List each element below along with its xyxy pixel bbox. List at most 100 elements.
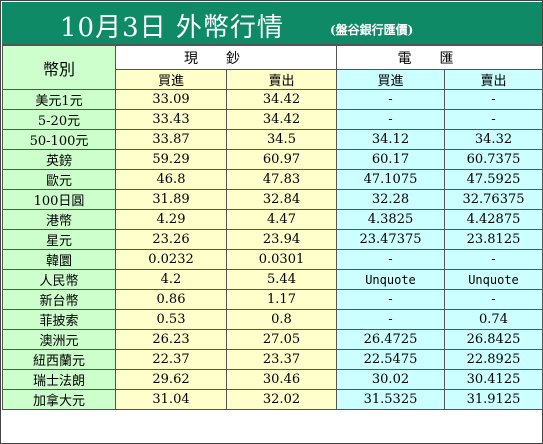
- currency-name-cell: 菲披索: [2, 309, 116, 330]
- spot-buy-cell: 31.5325: [336, 389, 445, 410]
- spot-sell-cell: 47.5925: [444, 169, 543, 190]
- cash-sell-header: 賣出: [226, 69, 337, 90]
- cash-buy-cell: 4.2: [115, 269, 227, 290]
- currency-name-cell: 美元1元: [2, 89, 116, 110]
- table-row: 韓圜 0.0232 0.0301- -: [2, 249, 543, 270]
- cash-sell-cell: 0.8: [226, 309, 337, 330]
- currency-name-cell: 港幣: [2, 209, 116, 230]
- cash-sell-cell: 34.42: [226, 109, 337, 130]
- spot-sell-cell: Unquote: [444, 269, 543, 290]
- currency-name-cell: 人民幣: [2, 269, 116, 290]
- currency-name-cell: 5-20元: [2, 109, 116, 130]
- spot-buy-cell: 32.28: [336, 189, 445, 210]
- page-subtitle: (盤谷銀行匯價): [330, 23, 414, 37]
- cash-buy-cell: 29.62: [115, 369, 227, 390]
- cash-buy-cell: 33.43: [115, 109, 227, 130]
- cash-buy-cell: 31.89: [115, 189, 227, 210]
- table-row: 加拿大元 31.04 32.02 31.5325 31.9125: [2, 389, 543, 410]
- spot-sell-cell: 4.42875: [444, 209, 543, 230]
- spot-buy-header: 買進: [336, 69, 445, 90]
- table-row: 英鎊 59.29 60.97 60.17 60.7375: [2, 149, 543, 170]
- spot-sell-cell: -: [444, 289, 543, 310]
- table-row: 歐元 46.8 47.83 47.1075 47.5925: [2, 169, 543, 190]
- currency-name-cell: 加拿大元: [2, 389, 116, 410]
- cash-sell-cell: 47.83: [226, 169, 337, 190]
- cash-group-header: 現鈔: [115, 45, 337, 70]
- table-row: 澳洲元 26.23 27.05 26.4725 26.8425: [2, 329, 543, 350]
- table-row: 星元 23.26 23.94 23.47375 23.8125: [2, 229, 543, 250]
- spot-buy-cell: -: [336, 309, 445, 330]
- title-bar: 10月3日 外幣行情 (盤谷銀行匯價): [2, 2, 542, 45]
- currency-name-cell: 50-100元: [2, 129, 116, 150]
- spot-sell-cell: 32.76375: [444, 189, 543, 210]
- spot-buy-cell: 4.3825: [336, 209, 445, 230]
- table-row: 5-20元 33.43 34.42- -: [2, 109, 543, 130]
- spot-sell-cell: -: [444, 249, 543, 270]
- cash-buy-cell: 26.23: [115, 329, 227, 350]
- currency-name-cell: 100日圓: [2, 189, 116, 210]
- rate-table-body: 美元1元 33.09 34.42- -5-20元 33.43 34.42- -50-100元…: [2, 89, 543, 410]
- cash-buy-cell: 0.53: [115, 309, 227, 330]
- table-row: 100日圓 31.89 32.84 32.28 32.76375: [2, 189, 543, 210]
- cash-sell-cell: 30.46: [226, 369, 337, 390]
- currency-name-cell: 澳洲元: [2, 329, 116, 350]
- cash-sell-cell: 4.47: [226, 209, 337, 230]
- spot-buy-cell: -: [336, 109, 445, 130]
- spot-buy-cell: -: [336, 89, 445, 110]
- cash-buy-cell: 22.37: [115, 349, 227, 370]
- spot-buy-cell: 34.12: [336, 129, 445, 150]
- header-row-sub: 買進 賣出 買進 賣出: [3, 69, 543, 90]
- cash-sell-cell: 60.97: [226, 149, 337, 170]
- spot-sell-header: 賣出: [444, 69, 543, 90]
- cash-sell-cell: 1.17: [226, 289, 337, 310]
- cash-buy-cell: 46.8: [115, 169, 227, 190]
- table-row: 菲披索 0.53 0.8-0.74: [2, 309, 543, 330]
- spot-sell-cell: 26.8425: [444, 329, 543, 350]
- spot-sell-cell: -: [444, 109, 543, 130]
- spot-buy-cell: 22.5475: [336, 349, 445, 370]
- cash-sell-cell: 32.02: [226, 389, 337, 410]
- currency-column-header: 幣別: [2, 45, 116, 90]
- cash-buy-cell: 31.04: [115, 389, 227, 410]
- spot-buy-cell: -: [336, 289, 445, 310]
- cash-buy-header: 買進: [115, 69, 227, 90]
- spot-buy-cell: 26.4725: [336, 329, 445, 350]
- spot-buy-cell: -: [336, 249, 445, 270]
- currency-name-cell: 瑞士法朗: [2, 369, 116, 390]
- cash-sell-cell: 27.05: [226, 329, 337, 350]
- spot-buy-cell: 30.02: [336, 369, 445, 390]
- spot-buy-cell: 60.17: [336, 149, 445, 170]
- cash-sell-cell: 34.42: [226, 89, 337, 110]
- currency-name-cell: 韓圜: [2, 249, 116, 270]
- currency-name-cell: 新台幣: [2, 289, 116, 310]
- table-row: 港幣 4.29 4.47 4.3825 4.42875: [2, 209, 543, 230]
- spot-sell-cell: 31.9125: [444, 389, 543, 410]
- page-title: 10月3日 外幣行情: [60, 13, 284, 43]
- spot-sell-cell: 22.8925: [444, 349, 543, 370]
- cash-sell-cell: 5.44: [226, 269, 337, 290]
- table-row: 紐西蘭元 22.37 23.37 22.5475 22.8925: [2, 349, 543, 370]
- table-row: 新台幣 0.86 1.17- -: [2, 289, 543, 310]
- exchange-rate-table: 幣別 現鈔 電匯 買進 賣出 買進 賣出 美元1元 33.09 34.42- -5-2…: [2, 45, 543, 410]
- cash-buy-cell: 33.87: [115, 129, 227, 150]
- cash-sell-cell: 23.37: [226, 349, 337, 370]
- cash-buy-cell: 33.09: [115, 89, 227, 110]
- cash-buy-cell: 59.29: [115, 149, 227, 170]
- table-row: 人民幣 4.2 5.44 Unquote Unquote: [2, 269, 543, 290]
- cash-sell-cell: 34.5: [226, 129, 337, 150]
- spot-sell-cell: 34.32: [444, 129, 543, 150]
- spot-buy-cell: 47.1075: [336, 169, 445, 190]
- currency-name-cell: 星元: [2, 229, 116, 250]
- cash-sell-cell: 0.0301: [226, 249, 337, 270]
- cash-sell-cell: 32.84: [226, 189, 337, 210]
- spot-buy-cell: Unquote: [336, 269, 445, 290]
- cash-sell-cell: 23.94: [226, 229, 337, 250]
- spot-sell-cell: 30.4125: [444, 369, 543, 390]
- table-row: 50-100元 33.87 34.5 34.12 34.32: [2, 129, 543, 150]
- spot-group-header: 電匯: [336, 45, 543, 70]
- currency-name-cell: 英鎊: [2, 149, 116, 170]
- cash-buy-cell: 0.0232: [115, 249, 227, 270]
- table-row: 瑞士法朗 29.62 30.46 30.02 30.4125: [2, 369, 543, 390]
- table-row: 美元1元 33.09 34.42- -: [2, 89, 543, 110]
